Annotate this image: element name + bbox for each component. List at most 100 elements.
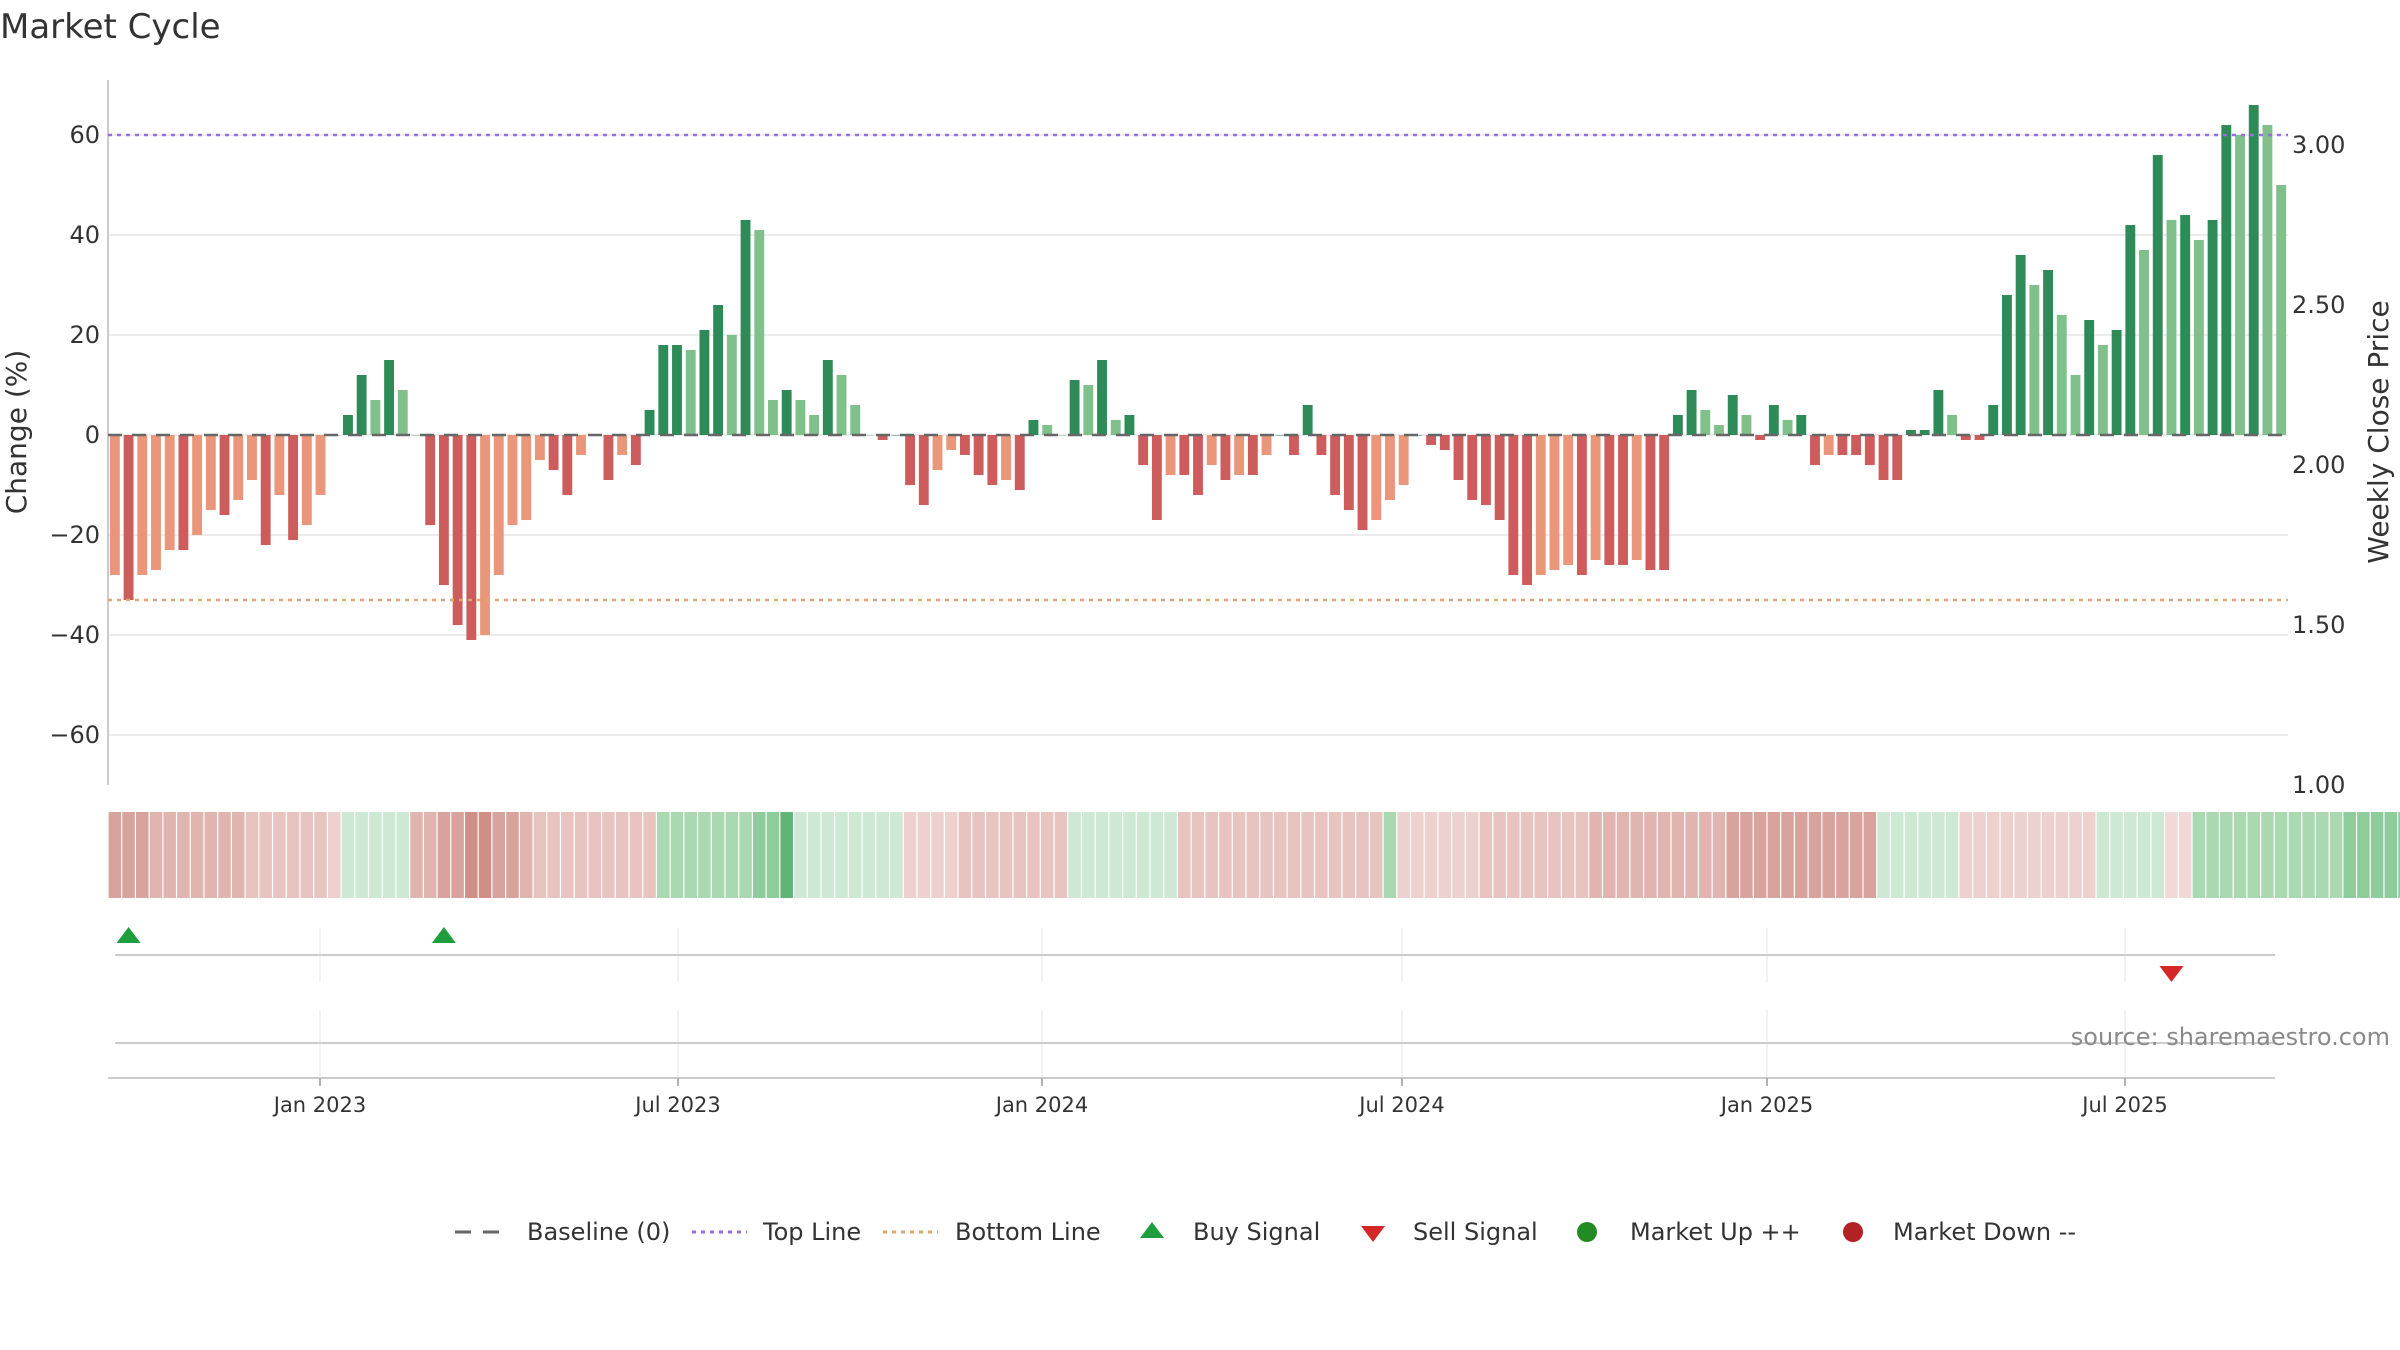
legend-market-down-dot-icon: [1843, 1222, 1863, 1242]
regime-cell: [862, 812, 876, 898]
regime-cell: [1753, 812, 1767, 898]
change-bar: [260, 435, 271, 545]
regime-cell: [1904, 812, 1918, 898]
legend-bottom-line-label: Bottom Line: [955, 1218, 1101, 1246]
change-bar: [507, 435, 518, 525]
change-bar: [1933, 390, 1944, 435]
change-bar: [2180, 215, 2191, 435]
legend-market-down: Market Down --: [1843, 1218, 2076, 1246]
regime-cell: [1932, 812, 1945, 898]
regime-cell: [1822, 812, 1835, 898]
change-bar: [1974, 435, 1985, 440]
y2-tick-label: 2.00: [2292, 451, 2345, 479]
regime-cell: [2124, 812, 2137, 898]
regime-cell: [2137, 812, 2151, 898]
change-bar: [822, 360, 833, 435]
regime-strip: [108, 812, 2400, 898]
change-bar: [754, 230, 765, 435]
change-bar: [850, 405, 861, 435]
change-bar: [1508, 435, 1519, 575]
regime-cell: [766, 812, 780, 898]
change-bar: [877, 435, 888, 440]
regime-cell: [369, 812, 382, 898]
regime-cell: [1877, 812, 1890, 898]
y-axis-ticks: −60 −40 −20 0 20 40 60: [49, 121, 100, 749]
change-bar: [1165, 435, 1176, 475]
regime-cell: [273, 812, 286, 898]
change-bar: [192, 435, 203, 535]
change-bar: [1193, 435, 1203, 495]
regime-cell: [1287, 812, 1301, 898]
legend-buy-signal: Buy Signal: [1140, 1218, 1320, 1246]
regime-cell: [2069, 812, 2082, 898]
regime-cell: [2220, 812, 2233, 898]
regime-cell: [451, 812, 464, 898]
change-bar: [1851, 435, 1862, 455]
change-bar: [1385, 435, 1395, 500]
regime-cell: [314, 812, 327, 898]
regime-cell: [999, 812, 1013, 898]
change-bar: [1494, 435, 1505, 520]
change-bar: [1522, 435, 1532, 585]
change-bar: [343, 415, 353, 435]
legend-market-up-dot-icon: [1577, 1222, 1597, 1242]
change-bar: [2152, 155, 2163, 435]
change-bar: [2043, 270, 2053, 435]
regime-cell: [136, 812, 149, 898]
change-bar: [1055, 435, 1066, 436]
change-bar: [1576, 435, 1587, 575]
regime-cell: [1315, 812, 1328, 898]
change-bar: [247, 435, 257, 480]
regime-cell: [629, 812, 643, 898]
change-bar: [1371, 435, 1382, 520]
buy-signal-marker: [116, 927, 141, 943]
change-bar: [1727, 395, 1738, 435]
y-tick-label: 20: [69, 321, 100, 349]
x-axis-ticks: Jan 2023 Jul 2023 Jan 2024 Jul 2024 Jan 2025…: [272, 1078, 2168, 1117]
regime-cell: [506, 812, 519, 898]
change-bar: [2056, 315, 2067, 435]
regime-cell: [2178, 812, 2192, 898]
y2-tick-label: 3.00: [2292, 131, 2345, 159]
change-bar: [2001, 295, 2012, 435]
change-bar: [123, 435, 134, 600]
regime-cell: [1699, 812, 1712, 898]
change-bar: [452, 435, 463, 625]
regime-cell: [2192, 812, 2206, 898]
regime-cell: [1013, 812, 1027, 898]
chart-title: Market Cycle: [0, 7, 221, 47]
change-bar: [1220, 435, 1231, 480]
regime-cell: [1040, 812, 1054, 898]
regime-cell: [780, 812, 793, 898]
change-bar: [137, 435, 148, 575]
change-bar: [918, 435, 929, 505]
legend-baseline: Baseline (0): [455, 1218, 670, 1246]
regime-cell: [122, 812, 135, 898]
change-bar: [891, 435, 902, 436]
change-bar: [1686, 390, 1697, 435]
change-bar: [1234, 435, 1245, 475]
regime-cell: [2165, 812, 2178, 898]
change-bar: [1755, 435, 1766, 440]
legend-buy-label: Buy Signal: [1193, 1218, 1320, 1246]
change-bar: [2125, 225, 2136, 435]
regime-cell: [2151, 812, 2165, 898]
regime-cell: [1095, 812, 1109, 898]
change-bar: [644, 410, 655, 435]
regime-cell: [1836, 812, 1849, 898]
legend-baseline-label: Baseline (0): [527, 1218, 670, 1246]
regime-cell: [657, 812, 670, 898]
regime-cell: [204, 812, 218, 898]
change-bar: [809, 415, 820, 435]
regime-cell: [1603, 812, 1616, 898]
regime-cell: [1369, 812, 1383, 898]
change-bar: [1042, 425, 1053, 435]
regime-cell: [1520, 812, 1534, 898]
regime-cell: [1438, 812, 1452, 898]
change-bar: [1453, 435, 1464, 480]
change-bar: [1645, 435, 1656, 570]
change-bar: [1275, 435, 1286, 436]
regime-cell: [2014, 812, 2027, 898]
regime-cell: [1849, 812, 1863, 898]
change-bar: [438, 435, 449, 585]
